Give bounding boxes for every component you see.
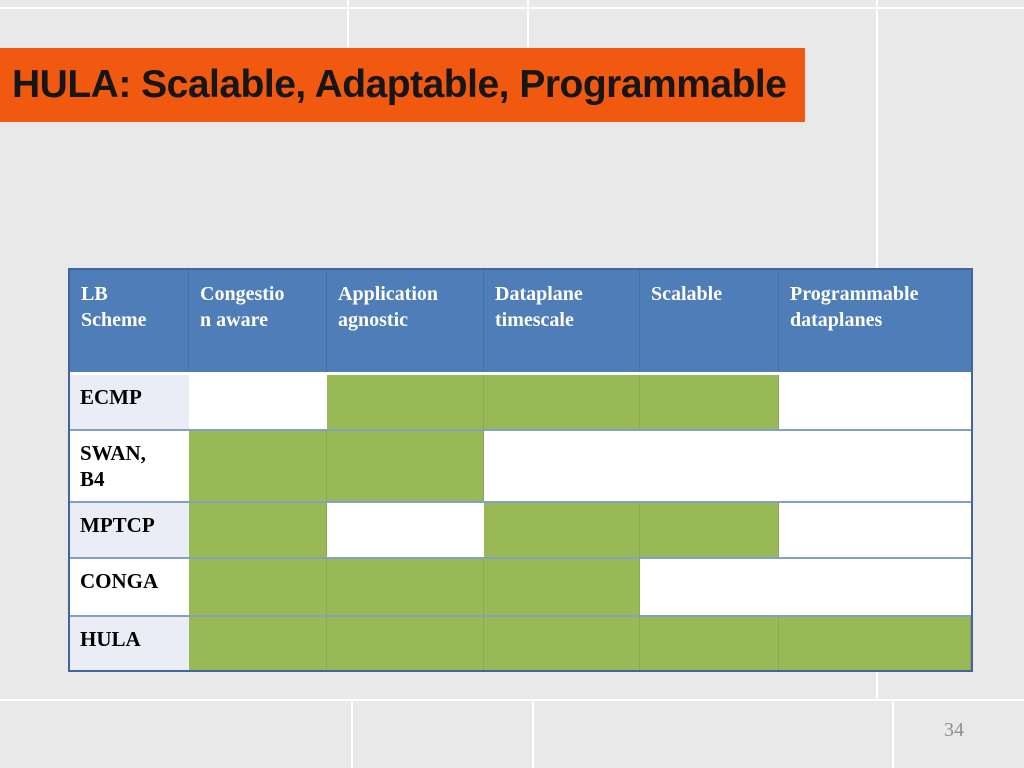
column-header-application-agnostic: Application agnostic: [327, 270, 484, 372]
cell-mptcp-application-agnostic: [327, 503, 484, 557]
slide-title: HULA: Scalable, Adaptable, Programmable: [12, 63, 787, 106]
grid-line-vertical-top-1: [347, 0, 349, 48]
cell-conga-scalable: [640, 559, 779, 615]
cell-mptcp-dataplane-timescale: [484, 503, 640, 557]
cell-conga-programmable-dataplanes: [779, 559, 971, 615]
cell-ecmp-dataplane-timescale: [484, 375, 640, 429]
table-row-mptcp: MPTCP: [70, 503, 971, 559]
cell-ecmp-scalable: [640, 375, 779, 429]
cell-swan-application-agnostic: [327, 431, 484, 501]
column-header-lb-scheme: LB Scheme: [70, 270, 189, 372]
cell-hula-scalable: [640, 617, 779, 670]
table-row-ecmp: ECMP: [70, 375, 971, 431]
column-header-congestion-aware: Congestio n aware: [189, 270, 327, 372]
lb-scheme-comparison-table: LB Scheme Congestio n aware Application …: [68, 268, 973, 672]
cell-mptcp-congestion-aware: [189, 503, 327, 557]
cell-ecmp-programmable-dataplanes: [779, 375, 971, 429]
cell-hula-programmable-dataplanes: [779, 617, 971, 670]
row-label-swan-b4: SWAN, B4: [70, 431, 189, 501]
cell-mptcp-programmable-dataplanes: [779, 503, 971, 557]
cell-ecmp-congestion-aware: [189, 375, 327, 429]
cell-hula-congestion-aware: [189, 617, 327, 670]
cell-ecmp-application-agnostic: [327, 375, 484, 429]
grid-line-vertical-bottom-1: [351, 700, 353, 768]
table-row-swan-b4: SWAN, B4: [70, 431, 971, 503]
cell-swan-congestion-aware: [189, 431, 327, 501]
grid-line-vertical-top-2: [527, 0, 529, 48]
title-banner: HULA: Scalable, Adaptable, Programmable: [0, 48, 805, 122]
column-header-dataplane-timescale: Dataplane timescale: [484, 270, 640, 372]
grid-line-vertical-right-lower: [876, 672, 878, 700]
cell-conga-congestion-aware: [189, 559, 327, 615]
row-label-ecmp: ECMP: [70, 375, 189, 429]
grid-line-horizontal-bottom: [0, 699, 1024, 701]
row-label-hula: HULA: [70, 617, 189, 670]
cell-swan-scalable: [640, 431, 779, 501]
grid-line-vertical-bottom-2: [532, 700, 534, 768]
row-label-mptcp: MPTCP: [70, 503, 189, 557]
table-header-row: LB Scheme Congestio n aware Application …: [70, 270, 971, 375]
grid-line-vertical-right-upper: [876, 0, 878, 268]
cell-mptcp-scalable: [640, 503, 779, 557]
row-label-conga: CONGA: [70, 559, 189, 615]
table-row-conga: CONGA: [70, 559, 971, 617]
cell-swan-programmable-dataplanes: [779, 431, 971, 501]
table-row-hula: HULA: [70, 617, 971, 670]
cell-conga-dataplane-timescale: [484, 559, 640, 615]
cell-hula-application-agnostic: [327, 617, 484, 670]
grid-line-horizontal-top: [0, 7, 1024, 9]
cell-hula-dataplane-timescale: [484, 617, 640, 670]
cell-swan-dataplane-timescale: [484, 431, 640, 501]
column-header-programmable-dataplanes: Programmable dataplanes: [790, 283, 919, 332]
cell-conga-application-agnostic: [327, 559, 484, 615]
grid-line-vertical-bottom-3: [892, 700, 894, 768]
page-number: 34: [944, 719, 964, 741]
column-header-scalable: Scalable: [640, 270, 779, 372]
